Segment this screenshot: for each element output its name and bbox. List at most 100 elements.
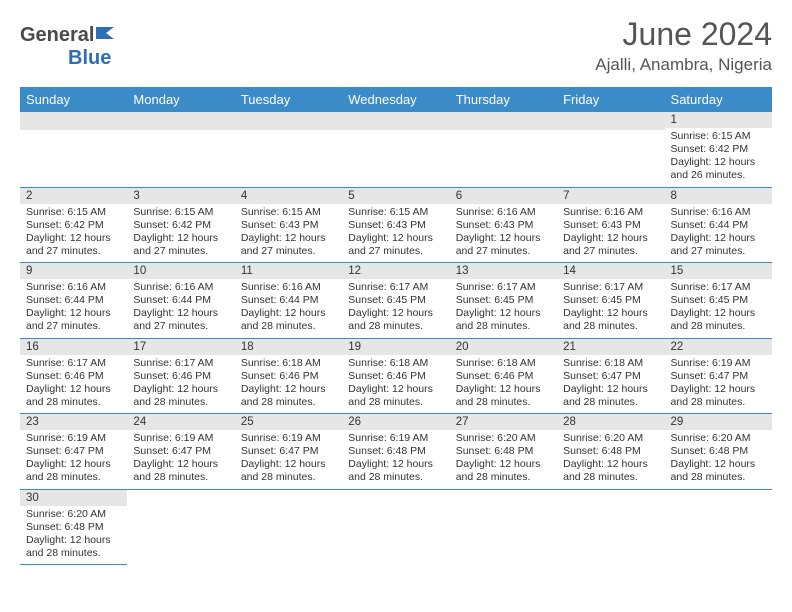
sunset-line: Sunset: 6:48 PM [348,445,443,458]
day-details: Sunrise: 6:15 AMSunset: 6:42 PMDaylight:… [20,204,127,263]
brand-logo: GeneralBlue [20,24,118,70]
sunrise-line: Sunrise: 6:19 AM [671,357,766,370]
empty-daynum [342,112,449,130]
sunset-line: Sunset: 6:47 PM [26,445,121,458]
daylight-line: Daylight: 12 hours and 27 minutes. [26,307,121,333]
sunrise-line: Sunrise: 6:16 AM [241,281,336,294]
sunset-line: Sunset: 6:46 PM [456,370,551,383]
calendar-cell: 15Sunrise: 6:17 AMSunset: 6:45 PMDayligh… [665,263,772,339]
sunset-line: Sunset: 6:43 PM [563,219,658,232]
empty-daynum [127,112,234,130]
daylight-line: Daylight: 12 hours and 28 minutes. [241,383,336,409]
day-number: 15 [665,263,772,279]
calendar-row: 16Sunrise: 6:17 AMSunset: 6:46 PMDayligh… [20,338,772,414]
sunrise-line: Sunrise: 6:18 AM [456,357,551,370]
calendar-cell: 25Sunrise: 6:19 AMSunset: 6:47 PMDayligh… [235,414,342,490]
sunset-line: Sunset: 6:44 PM [241,294,336,307]
day-details: Sunrise: 6:15 AMSunset: 6:42 PMDaylight:… [127,204,234,263]
sunrise-line: Sunrise: 6:15 AM [671,130,766,143]
sunset-line: Sunset: 6:48 PM [563,445,658,458]
sunrise-line: Sunrise: 6:15 AM [348,206,443,219]
sunrise-line: Sunrise: 6:18 AM [241,357,336,370]
day-details: Sunrise: 6:17 AMSunset: 6:45 PMDaylight:… [665,279,772,338]
calendar-cell: 8Sunrise: 6:16 AMSunset: 6:44 PMDaylight… [665,187,772,263]
calendar-cell: 3Sunrise: 6:15 AMSunset: 6:42 PMDaylight… [127,187,234,263]
daylight-line: Daylight: 12 hours and 28 minutes. [133,458,228,484]
sunrise-line: Sunrise: 6:20 AM [456,432,551,445]
sunset-line: Sunset: 6:46 PM [241,370,336,383]
calendar-cell: 23 Sunrise: 6:19 AMSunset: 6:47 PMDayligh… [20,414,127,490]
sunrise-line: Sunrise: 6:20 AM [563,432,658,445]
day-details: Sunrise: 6:20 AMSunset: 6:48 PMDaylight:… [557,430,664,489]
day-number: 27 [450,414,557,430]
day-number: 1 [665,112,772,128]
title-block: June 2024 Ajalli, Anambra, Nigeria [595,16,772,75]
daylight-line: Daylight: 12 hours and 28 minutes. [241,307,336,333]
sunset-line: Sunset: 6:47 PM [563,370,658,383]
sunrise-line: Sunrise: 6:19 AM [133,432,228,445]
calendar-cell: 10Sunrise: 6:16 AMSunset: 6:44 PMDayligh… [127,263,234,339]
daylight-line: Daylight: 12 hours and 28 minutes. [671,458,766,484]
day-details: Sunrise: 6:15 AMSunset: 6:42 PMDaylight:… [665,128,772,187]
location-label: Ajalli, Anambra, Nigeria [595,55,772,75]
sunset-line: Sunset: 6:43 PM [241,219,336,232]
calendar-cell: 13Sunrise: 6:17 AMSunset: 6:45 PMDayligh… [450,263,557,339]
day-number: 23 [20,414,127,430]
calendar-row: 9Sunrise: 6:16 AMSunset: 6:44 PMDaylight… [20,263,772,339]
daylight-line: Daylight: 12 hours and 28 minutes. [26,458,121,484]
day-number: 22 [665,339,772,355]
page-title: June 2024 [595,16,772,53]
calendar-row: 1Sunrise: 6:15 AMSunset: 6:42 PMDaylight… [20,112,772,187]
calendar-row: 23Sunrise: 6:19 AMSunset: 6:47 PMDayligh… [20,414,772,490]
day-number: 21 [557,339,664,355]
sunrise-line: Sunrise: 6:15 AM [241,206,336,219]
sunset-line: Sunset: 6:43 PM [456,219,551,232]
daylight-line: Daylight: 12 hours and 28 minutes. [563,307,658,333]
sunrise-line: Sunrise: 6:15 AM [133,206,228,219]
sunrise-line: Sunrise: 6:17 AM [671,281,766,294]
daylight-line: Daylight: 12 hours and 28 minutes. [563,458,658,484]
day-number: 12 [342,263,449,279]
col-wednesday: Wednesday [342,87,449,112]
calendar-cell [127,489,234,565]
day-details: Sunrise: 6:16 AMSunset: 6:43 PMDaylight:… [557,204,664,263]
sunrise-line: Sunrise: 6:17 AM [26,357,121,370]
calendar-cell: 29Sunrise: 6:20 AMSunset: 6:48 PMDayligh… [665,414,772,490]
sunset-line: Sunset: 6:43 PM [348,219,443,232]
sunrise-line: Sunrise: 6:20 AM [671,432,766,445]
day-number: 25 [235,414,342,430]
calendar-cell: 20Sunrise: 6:18 AMSunset: 6:46 PMDayligh… [450,338,557,414]
calendar-cell [557,112,664,187]
day-number: 5 [342,188,449,204]
day-details: Sunrise: 6:16 AMSunset: 6:44 PMDaylight:… [665,204,772,263]
calendar-cell: 9Sunrise: 6:16 AMSunset: 6:44 PMDaylight… [20,263,127,339]
sunrise-line: Sunrise: 6:16 AM [671,206,766,219]
day-details: Sunrise: 6:17 AMSunset: 6:46 PMDaylight:… [20,355,127,414]
header: GeneralBlue June 2024 Ajalli, Anambra, N… [20,16,772,75]
sunrise-line: Sunrise: 6:17 AM [348,281,443,294]
sunset-line: Sunset: 6:47 PM [241,445,336,458]
col-sunday: Sunday [20,87,127,112]
calendar-cell [20,112,127,187]
sunrise-line: Sunrise: 6:19 AM [26,432,121,445]
calendar-cell: 12Sunrise: 6:17 AMSunset: 6:45 PMDayligh… [342,263,449,339]
day-details: Sunrise: 6:15 AMSunset: 6:43 PMDaylight:… [342,204,449,263]
daylight-line: Daylight: 12 hours and 28 minutes. [26,534,121,560]
calendar-cell [342,489,449,565]
col-tuesday: Tuesday [235,87,342,112]
calendar-cell: 7Sunrise: 6:16 AMSunset: 6:43 PMDaylight… [557,187,664,263]
sunrise-line: Sunrise: 6:16 AM [26,281,121,294]
calendar-cell [665,489,772,565]
daylight-line: Daylight: 12 hours and 27 minutes. [671,232,766,258]
day-details: Sunrise: 6:20 AMSunset: 6:48 PMDaylight:… [450,430,557,489]
calendar-cell: 16Sunrise: 6:17 AMSunset: 6:46 PMDayligh… [20,338,127,414]
empty-daynum [235,112,342,130]
calendar-cell [450,489,557,565]
calendar-cell: 5Sunrise: 6:15 AMSunset: 6:43 PMDaylight… [342,187,449,263]
sunset-line: Sunset: 6:46 PM [348,370,443,383]
daylight-line: Daylight: 12 hours and 28 minutes. [671,383,766,409]
sunset-line: Sunset: 6:42 PM [26,219,121,232]
col-thursday: Thursday [450,87,557,112]
sunrise-line: Sunrise: 6:16 AM [133,281,228,294]
calendar-cell: 27Sunrise: 6:20 AMSunset: 6:48 PMDayligh… [450,414,557,490]
